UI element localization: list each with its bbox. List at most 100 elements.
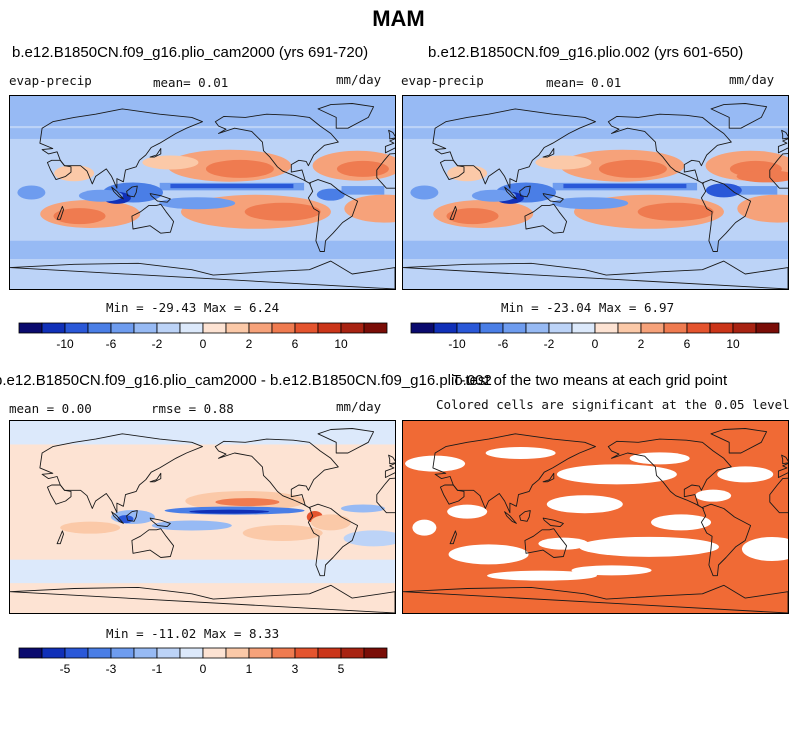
colorbar-box bbox=[248, 647, 273, 659]
coastline bbox=[56, 530, 64, 545]
panel-2-title: b.e12.B1850CN.f09_g16.plio.002 (yrs 601-… bbox=[428, 44, 744, 61]
colorbar-tick-label: 0 bbox=[200, 662, 207, 676]
not-significant-area bbox=[448, 544, 529, 565]
panel-3-colorbar: -5 -3 -1 0 1 3 5 bbox=[18, 647, 388, 682]
south-pacific-core bbox=[244, 202, 321, 221]
coastline bbox=[214, 113, 339, 185]
coastline bbox=[317, 103, 375, 129]
panel-3-rmse-label: rmse = 0.88 bbox=[151, 401, 234, 416]
colorbar-box bbox=[502, 322, 527, 334]
colorbar-box bbox=[709, 322, 734, 334]
coastline bbox=[542, 148, 555, 158]
not-significant-area bbox=[717, 466, 774, 483]
colorbar-box bbox=[87, 322, 112, 334]
colorbar-box bbox=[640, 322, 665, 334]
colorbar-box bbox=[294, 322, 319, 334]
antarctic-band bbox=[10, 258, 395, 289]
not-significant-area bbox=[695, 489, 732, 502]
indian-equatorial bbox=[78, 189, 123, 202]
brazil-positive bbox=[310, 514, 351, 531]
colorbar-tick-label: 6 bbox=[684, 337, 691, 351]
colorbar-box bbox=[156, 647, 181, 659]
pacific-itcz-core bbox=[563, 183, 687, 189]
coastline bbox=[607, 113, 732, 185]
coastline bbox=[307, 179, 359, 252]
coastline bbox=[710, 428, 768, 454]
coastline bbox=[39, 433, 203, 514]
coastline bbox=[131, 528, 175, 558]
west-pacific-north bbox=[142, 155, 199, 170]
colorbar-tick-label: -5 bbox=[60, 662, 71, 676]
coastline bbox=[126, 185, 138, 198]
north-pacific-core bbox=[205, 159, 274, 178]
colorbar-box bbox=[133, 322, 158, 334]
coastline bbox=[149, 472, 162, 483]
colorbar-box bbox=[202, 647, 227, 659]
colorbar-box bbox=[271, 647, 296, 659]
panel-1-mean-label: mean= 0.01 bbox=[153, 75, 229, 90]
colorbar-tick-label: 0 bbox=[200, 337, 207, 351]
coastline bbox=[388, 454, 395, 465]
colorbar-box bbox=[410, 322, 435, 334]
colorbar-tick-label: 3 bbox=[292, 662, 299, 676]
colorbar-tick-label: -10 bbox=[448, 337, 466, 351]
colorbar-box bbox=[456, 322, 481, 334]
coastline bbox=[384, 138, 395, 154]
panel-4-title: T-test of the two means at each grid poi… bbox=[452, 372, 728, 389]
panel-3-map bbox=[9, 420, 396, 614]
coastline bbox=[524, 203, 568, 234]
coastline bbox=[449, 530, 457, 545]
colorbar-box bbox=[294, 647, 319, 659]
not-significant-area bbox=[651, 514, 712, 531]
colorbar-box bbox=[271, 322, 296, 334]
panel-3-minmax: Min = -11.02 Max = 8.33 bbox=[106, 626, 280, 641]
coastline bbox=[700, 179, 752, 252]
pacific-negative-core bbox=[189, 509, 270, 514]
panel-4-map bbox=[402, 420, 789, 614]
colorbar-box bbox=[64, 647, 89, 659]
coastline bbox=[781, 454, 788, 465]
spcz bbox=[552, 197, 629, 210]
colorbar-box bbox=[686, 322, 711, 334]
coastline bbox=[46, 159, 72, 181]
panel-3-units-label: mm/day bbox=[336, 399, 382, 414]
colorbar-box bbox=[202, 322, 227, 334]
coastline bbox=[149, 193, 171, 203]
not-significant-area bbox=[556, 464, 677, 485]
colorbar-tick-label: 2 bbox=[246, 337, 253, 351]
midlat-moist-band-south bbox=[403, 240, 788, 259]
congo-basin bbox=[410, 185, 439, 200]
midlat-moist-band-north bbox=[403, 128, 788, 139]
indian-positive bbox=[60, 521, 121, 534]
panel-4-map-canvas bbox=[403, 421, 788, 613]
colorbar-box bbox=[525, 322, 550, 334]
atlantic-itcz bbox=[341, 186, 385, 195]
amazon-precip bbox=[705, 183, 742, 198]
panel-1-map-canvas bbox=[10, 96, 395, 289]
not-significant-area bbox=[412, 519, 437, 536]
colorbar-box bbox=[363, 322, 388, 334]
coastline bbox=[432, 433, 596, 514]
panel-2-units-label: mm/day bbox=[729, 72, 775, 87]
coastline bbox=[149, 148, 162, 158]
colorbar-box bbox=[225, 322, 250, 334]
panel-2-mean-label: mean= 0.01 bbox=[546, 75, 622, 90]
not-significant-area bbox=[485, 447, 556, 459]
southeast-pacific-positive bbox=[242, 525, 323, 541]
colorbar-box bbox=[732, 322, 757, 334]
panel-2-colorbar-canvas: -10 -6 -2 0 2 6 10 bbox=[410, 322, 780, 351]
coastline bbox=[403, 584, 788, 613]
not-significant-area bbox=[447, 504, 488, 519]
colorbar-tick-label: 0 bbox=[592, 337, 599, 351]
colorbar-box bbox=[18, 322, 43, 334]
coastline bbox=[504, 511, 517, 524]
panel-1-colorbar-canvas: -10 -6 -2 0 2 6 10 bbox=[18, 322, 388, 351]
panel-3-map-canvas bbox=[10, 421, 395, 613]
not-significant-area bbox=[538, 537, 589, 550]
colorbar-tick-label: -3 bbox=[106, 662, 117, 676]
panel-2-colorbar: -10 -6 -2 0 2 6 10 bbox=[410, 322, 780, 357]
coastline bbox=[384, 463, 395, 478]
spcz bbox=[159, 197, 236, 210]
colorbar-box bbox=[663, 322, 688, 334]
midlat-moist-band-south bbox=[10, 240, 395, 259]
